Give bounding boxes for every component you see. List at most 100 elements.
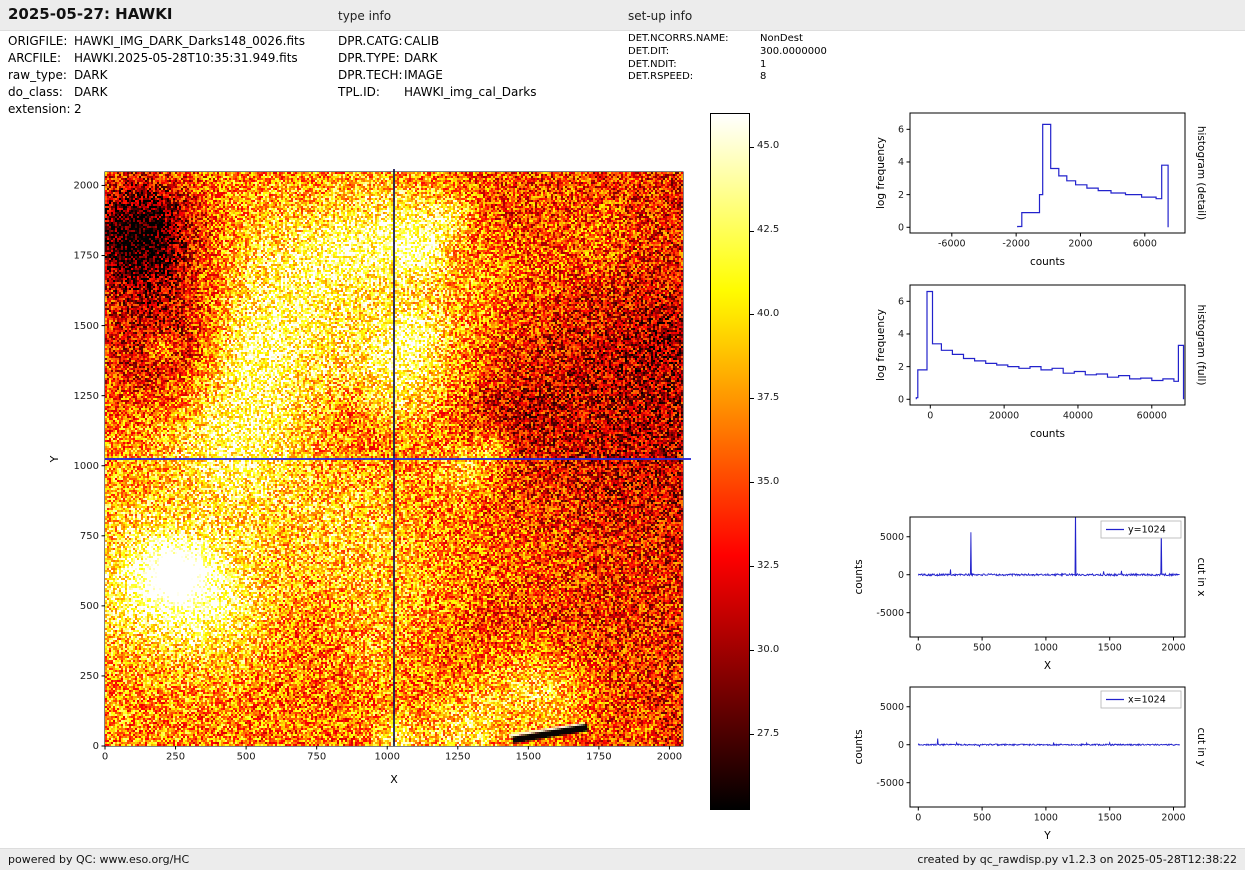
right-axis-label: histogram (full) [1195, 305, 1207, 386]
type-info-block: DPR.CATG:CALIB DPR.TYPE:DARK DPR.TECH:IM… [338, 33, 537, 101]
plot-background [910, 113, 1185, 233]
y-tick-label: 4 [898, 329, 904, 340]
y-tick-label: 750 [80, 531, 99, 542]
metadata-key: DET.NDIT: [628, 59, 760, 72]
x-tick-label: 2000 [657, 752, 682, 763]
metadata-key: DET.DIT: [628, 46, 760, 59]
y-tick-label: 1000 [74, 461, 99, 472]
colorbar-tick-label: 37.5 [757, 392, 779, 403]
header-bar: 2025-05-27: HAWKI type info set-up info [0, 0, 1245, 31]
x-tick-label: 6000 [1133, 239, 1157, 250]
y-tick-label: 6 [898, 297, 904, 308]
metadata-value: HAWKI_IMG_DARK_Darks148_0026.fits [74, 33, 305, 50]
metadata-key: DPR.TECH: [338, 67, 404, 84]
y-tick-label: 1750 [74, 251, 99, 262]
metadata-row: DET.RSPEED:8 [628, 71, 827, 84]
colorbar-tick-label: 35.0 [757, 476, 779, 487]
cut-in-x-plot: 0500100015002000-500005000Xcountscut in … [845, 509, 1245, 684]
y-tick-label: 2000 [74, 181, 99, 192]
setup-info-heading: set-up info [628, 9, 692, 23]
metadata-value: CALIB [404, 33, 439, 50]
x-axis-label: X [390, 773, 398, 786]
x-tick-label: 1000 [375, 752, 400, 763]
metadata-value: DARK [74, 84, 107, 101]
x-tick-label: 0 [915, 813, 921, 824]
y-tick-label: 0 [898, 222, 904, 233]
colorbar-tick-label: 30.0 [757, 644, 779, 655]
metadata-value: HAWKI_img_cal_Darks [404, 84, 537, 101]
x-axis-label: Y [1043, 830, 1051, 842]
y-tick-label: 1250 [74, 391, 99, 402]
metadata-key: DET.RSPEED: [628, 71, 760, 84]
y-tick-label: 6 [898, 125, 904, 136]
footer-right-text: created by qc_rawdisp.py v1.2.3 on 2025-… [917, 849, 1237, 870]
x-axis-label: counts [1030, 428, 1065, 440]
right-axis-label: cut in x [1195, 557, 1207, 596]
colorbar-tick-mark [750, 231, 754, 232]
metadata-key: do_class: [8, 84, 74, 101]
file-metadata-block: ORIGFILE:HAWKI_IMG_DARK_Darks148_0026.fi… [8, 33, 305, 118]
metadata-key: DET.NCORRS.NAME: [628, 33, 760, 46]
y-tick-label: 500 [80, 601, 99, 612]
colorbar-tick-label: 45.0 [757, 140, 779, 151]
x-tick-label: 1000 [1034, 643, 1058, 654]
histogram-detail-plot: -6000-2000200060000246countslog frequenc… [845, 105, 1245, 280]
y-tick-label: 0 [898, 394, 904, 405]
cut-in-y-plot: 0500100015002000-500005000Ycountscut in … [845, 679, 1245, 854]
metadata-value: 2 [74, 101, 82, 118]
setup-info-block: DET.NCORRS.NAME:NonDest DET.DIT:300.0000… [628, 33, 827, 84]
metadata-row: DET.NDIT:1 [628, 59, 827, 72]
y-axis-label: counts [853, 559, 865, 594]
y-tick-label: 2 [898, 190, 904, 201]
x-tick-label: 1750 [586, 752, 611, 763]
metadata-key: extension: [8, 101, 74, 118]
colorbar-tick-mark [750, 398, 754, 399]
metadata-value: NonDest [760, 33, 803, 46]
metadata-value: IMAGE [404, 67, 443, 84]
colorbar [710, 113, 750, 810]
colorbar-tick-label: 42.5 [757, 224, 779, 235]
right-axis-label: cut in y [1195, 727, 1207, 766]
x-tick-label: 20000 [989, 411, 1019, 422]
metadata-key: raw_type: [8, 67, 74, 84]
metadata-value: 300.0000000 [760, 46, 827, 59]
metadata-row: raw_type:DARK [8, 67, 305, 84]
y-tick-label: -5000 [876, 608, 904, 619]
x-tick-label: 500 [237, 752, 256, 763]
crosshair-horizontal-line [105, 458, 691, 460]
x-tick-label: 500 [973, 643, 991, 654]
x-axis-label: X [1044, 660, 1051, 672]
metadata-value: 8 [760, 71, 766, 84]
metadata-key: DPR.TYPE: [338, 50, 404, 67]
legend-label: y=1024 [1128, 525, 1166, 536]
x-tick-label: 1500 [1098, 813, 1122, 824]
metadata-key: TPL.ID: [338, 84, 404, 101]
x-tick-label: 1000 [1034, 813, 1058, 824]
metadata-row: DPR.TECH:IMAGE [338, 67, 537, 84]
x-tick-label: 2000 [1161, 813, 1185, 824]
colorbar-tick-mark [750, 147, 754, 148]
colorbar-tick-mark [750, 482, 754, 483]
y-tick-label: -5000 [876, 778, 904, 789]
metadata-row: DET.NCORRS.NAME:NonDest [628, 33, 827, 46]
metadata-key: DPR.CATG: [338, 33, 404, 50]
footer-left-text: powered by QC: www.eso.org/HC [8, 849, 189, 870]
metadata-row: DPR.TYPE:DARK [338, 50, 537, 67]
x-tick-label: 500 [973, 813, 991, 824]
y-tick-label: 2 [898, 362, 904, 373]
metadata-row: do_class:DARK [8, 84, 305, 101]
x-tick-label: 0 [927, 411, 933, 422]
qc-report-page: 2025-05-27: HAWKI type info set-up info … [0, 0, 1245, 870]
type-info-heading: type info [338, 9, 391, 23]
x-tick-label: 0 [915, 643, 921, 654]
x-tick-label: 1250 [445, 752, 470, 763]
x-tick-label: -2000 [1002, 239, 1030, 250]
x-tick-label: 0 [102, 752, 108, 763]
metadata-row: ARCFILE:HAWKI.2025-05-28T10:35:31.949.fi… [8, 50, 305, 67]
y-tick-label: 1500 [74, 321, 99, 332]
y-tick-label: 5000 [880, 532, 904, 543]
metadata-row: DPR.CATG:CALIB [338, 33, 537, 50]
y-tick-label: 5000 [880, 702, 904, 713]
x-tick-label: 2000 [1068, 239, 1092, 250]
histogram-full-plot: 02000040000600000246countslog frequencyh… [845, 277, 1245, 452]
